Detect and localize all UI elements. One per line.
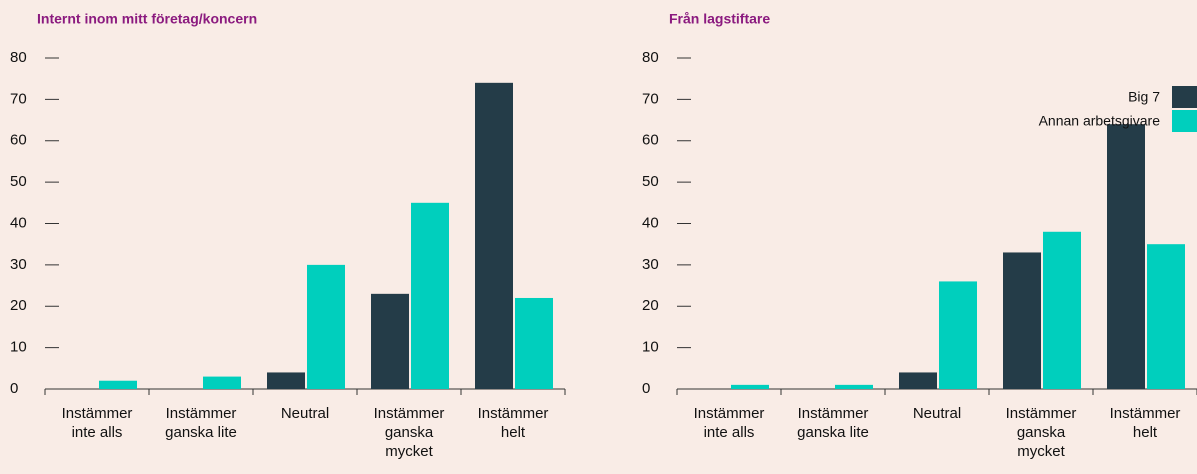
y-tick-label: 10 [10,339,27,356]
y-tick-label: 60 [10,132,27,149]
legend-label: Big 7 [1128,89,1160,105]
y-tick-label: 10 [642,339,659,356]
y-tick-label: 60 [642,132,659,149]
chart-title: Internt inom mitt företag/koncern [37,11,257,27]
y-tick-label: 40 [642,214,659,231]
x-tick-label: Instämmer ganska lite [797,405,869,441]
y-tick-label: 20 [10,297,27,314]
y-tick-label: 30 [642,256,659,273]
x-tick-label: Instämmer ganska lite [165,405,237,441]
bar [1043,231,1081,389]
x-tick-label: Instämmer ganska mycket [1005,405,1077,460]
bar [267,372,305,389]
y-tick-label: 70 [10,90,27,107]
bar [1107,124,1145,389]
bar [515,297,553,389]
bar [1147,244,1185,389]
y-tick-label: 80 [642,49,659,66]
y-tick-label: 30 [10,256,27,273]
bar [731,384,769,389]
x-tick-label: Neutral [280,405,330,422]
y-tick-label: 70 [642,90,659,107]
y-tick-label: 50 [642,173,659,190]
bar [899,372,937,389]
y-tick-label: 50 [10,173,27,190]
bar [1003,252,1041,389]
x-tick-label: Instämmer ganska mycket [373,405,445,460]
legend-swatch [1172,110,1197,132]
bar [307,264,345,389]
x-tick-label: Neutral [912,405,962,422]
bar [835,384,873,389]
bar [203,376,241,389]
y-tick-label: 0 [10,380,18,397]
bar [99,380,137,389]
y-tick-label: 40 [10,214,27,231]
bar [475,82,513,389]
x-tick-label: Instämmer helt [1109,405,1181,441]
bar [411,202,449,389]
x-tick-label: Instämmer helt [477,405,549,441]
legend-swatch [1172,86,1197,108]
x-tick-label: Instämmer inte alls [693,405,765,441]
y-tick-label: 20 [642,297,659,314]
y-tick-label: 80 [10,49,27,66]
x-tick-label: Instämmer inte alls [61,405,133,441]
bar [939,281,977,389]
bar [371,293,409,389]
chart-title: Från lagstiftare [669,11,770,27]
y-tick-label: 0 [642,380,650,397]
legend-label: Annan arbetsgivare [1039,113,1161,129]
